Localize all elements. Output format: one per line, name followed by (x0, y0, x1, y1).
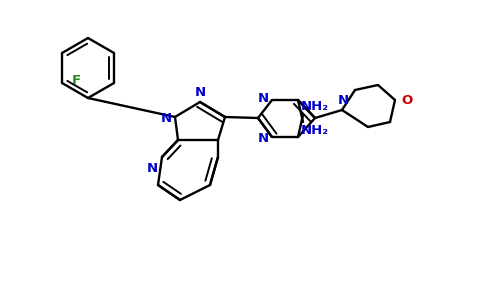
Text: N: N (337, 94, 348, 107)
Text: N: N (257, 92, 269, 106)
Text: O: O (401, 94, 413, 106)
Text: NH₂: NH₂ (301, 124, 329, 136)
Text: N: N (195, 85, 206, 98)
Text: N: N (147, 163, 158, 176)
Text: N: N (257, 131, 269, 145)
Text: N: N (160, 112, 171, 125)
Text: F: F (72, 74, 80, 86)
Text: NH₂: NH₂ (301, 100, 329, 113)
